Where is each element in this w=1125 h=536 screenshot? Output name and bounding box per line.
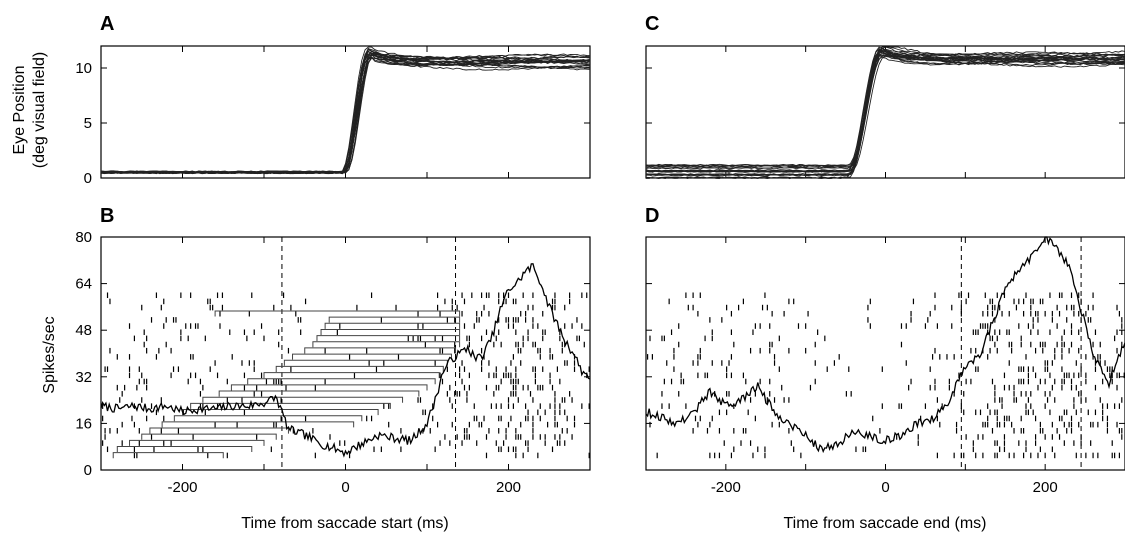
panel-c-eye-trace [645,49,1125,176]
panel-b-saccade-bracket [214,310,461,317]
panel-d-frame [645,236,1125,471]
panel-a-ytick-label: 10 [75,60,92,77]
panel-b-ytick-label: 0 [84,462,92,479]
panel-d-xtick-label: 0 [881,479,889,496]
panel-a-ylabel-line1: Eye Position [11,66,28,155]
panel-b-saccade-bracket [182,409,379,416]
panel-c-eye-trace [645,54,1125,169]
panel-c-eye-trace [645,50,1125,167]
panel-a-eye-trace [100,57,591,173]
panel-c-eye-trace [645,46,1125,173]
panel-c-eye-trace [645,47,1125,172]
panel-b-saccade-bracket [263,372,440,379]
panel-b-saccade-bracket [230,384,428,391]
panel-a-eye-trace [100,53,591,175]
panel-a-ytick-label: 0 [84,170,92,187]
panel-b-saccade-bracket [173,415,363,422]
panel-b-saccade-bracket [304,347,457,354]
panel-a-eye-trace [100,55,591,174]
panel-a-eye-trace [100,53,591,174]
panel-a-eye-trace [100,55,591,173]
panel-b-spike-rate: 0 16 32 48 64 80 -200 0 200 [75,229,591,496]
panel-b-saccade-bracket [190,402,391,409]
panel-d-xtick-label: -200 [711,479,741,496]
panel-b-ytick-label: 80 [75,229,92,246]
panel-b-saccade-bracket [161,421,355,428]
panel-a-eye-trace [100,47,591,174]
panel-b-saccade-bracket [316,335,461,342]
panel-a-eye-trace [100,56,591,174]
panel-c-eye-trace [645,54,1125,173]
panel-a-eye-trace [100,52,591,174]
panel-b-saccade-bracket [218,390,420,397]
panel-b-saccade-bracket [320,328,461,335]
panel-a-eye-trace [100,52,591,174]
panel-d-xlabel: Time from saccade end (ms) [783,515,986,532]
panel-b-ytick-label: 16 [75,415,92,432]
panel-b-saccade-bracket [275,365,444,372]
panel-a-ylabel-line2: (deg visual field) [31,52,48,169]
panel-b-saccade-bracket [112,452,224,459]
panel-c-eye-trace [645,46,1125,176]
panel-b-saccade-bracket [116,446,253,453]
panel-c-eye-trace [645,50,1125,177]
panel-c-eye-trace [645,50,1125,179]
panel-b-saccade-bracket [312,341,461,348]
panel-c-eye-trace [646,46,1125,180]
panel-a-eye-trace [100,50,591,174]
panel-b-saccade-bracket [141,433,277,440]
panel-c-eye-trace [645,53,1125,170]
panel-b-saccade-bracket [283,359,448,366]
panel-c-eye-position [645,45,1125,180]
panel-a-eye-trace [100,54,591,174]
panel-d-spike-rate: -200 0 200 [645,236,1125,496]
panel-letter-b: B [100,205,114,227]
panel-c-eye-trace [645,53,1125,167]
panel-a-eye-trace [100,49,591,174]
panel-a-eye-trace [100,49,591,174]
panel-letter-d: D [645,205,659,227]
panel-b-rate-curve [100,263,591,458]
panel-b-ytick-label: 32 [75,369,92,386]
panel-c-eye-trace [645,48,1125,172]
panel-b-xtick-label: 0 [341,479,349,496]
panel-c-eye-trace [645,49,1125,176]
panel-b-saccade-bracket [328,316,461,323]
panel-b-ytick-label: 64 [75,276,92,293]
panel-b-saccade-bracket [247,378,436,385]
panel-b-saccade-bracket [129,439,265,446]
panel-c-eye-trace [645,49,1125,168]
panel-c-eye-trace [645,55,1125,173]
panel-b-xlabel: Time from saccade start (ms) [241,515,448,532]
panel-b-saccade-bracket [202,396,404,403]
panel-a-eye-trace [100,57,591,173]
panel-b-frame [100,236,591,471]
panel-b-saccade-bracket [292,353,452,360]
panel-a-eye-trace [100,50,591,174]
panel-b-saccade-bracket [324,322,461,329]
panel-b-ylabel: Spikes/sec [41,316,58,393]
panel-a-ytick-label: 5 [84,115,92,132]
panel-a-eye-position: 0 5 10 [75,45,591,187]
panel-c-eye-trace [645,48,1125,173]
panel-b-saccade-bracket [149,427,289,434]
panel-letter-a: A [100,13,114,35]
panel-c-eye-trace [645,54,1125,177]
panel-a-eye-trace [100,51,591,174]
panel-letter-c: C [645,13,659,35]
panel-b-xtick-label: -200 [167,479,197,496]
panel-b-xtick-label: 200 [496,479,521,496]
panel-d-xtick-label: 200 [1033,479,1058,496]
panel-b-ytick-label: 48 [75,322,92,339]
panel-a-eye-trace [100,56,591,175]
panel-d-rate-curve [645,236,1125,454]
